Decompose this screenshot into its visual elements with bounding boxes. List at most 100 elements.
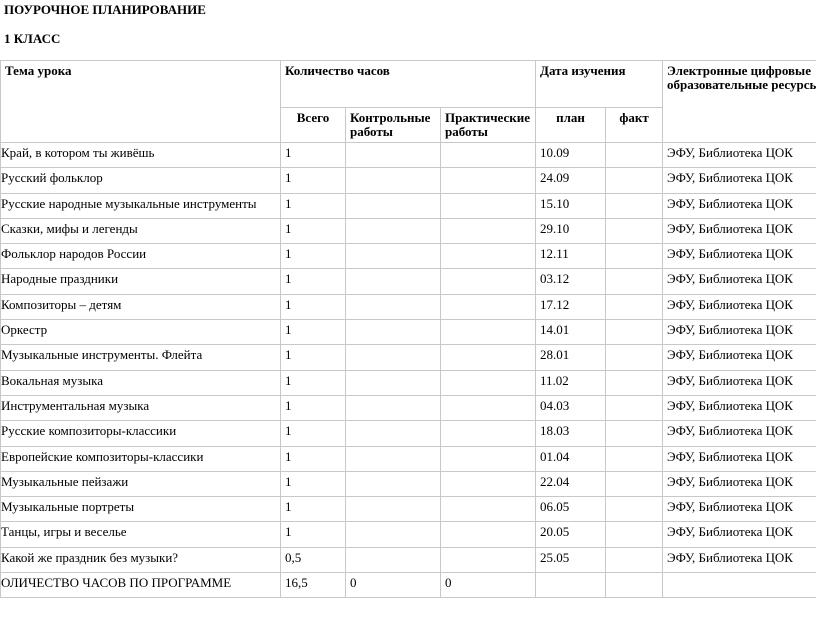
lesson-row: Русские композиторы-классики 1 18.03 ЭФУ, Б… xyxy=(0,420,816,447)
lesson-row: Народные праздники 1 03.12 ЭФУ, Библиотека … xyxy=(0,268,816,295)
cell xyxy=(345,394,441,422)
lesson-row: Фольклор народов России 1 12.11 ЭФУ, Библио… xyxy=(0,243,816,270)
cell: 29.10 xyxy=(535,217,607,245)
cell xyxy=(439,217,537,245)
cell xyxy=(439,167,537,194)
lesson-row: Музыкальные инструменты. Флейта 1 28.01 ЭФУ… xyxy=(0,344,816,371)
cell: Русский фольклор xyxy=(0,167,281,194)
cell xyxy=(439,192,537,219)
cell xyxy=(345,167,441,194)
cell: ЭФУ, Библиотека ЦОК xyxy=(662,293,816,321)
cell: 1 xyxy=(280,394,346,422)
lesson-row: Край, в котором ты живёшь 1 10.09 ЭФУ, Библ… xyxy=(0,141,816,169)
cell xyxy=(439,344,537,371)
cell xyxy=(345,369,441,396)
cell: 1 xyxy=(280,470,346,498)
cell: Композиторы – детям xyxy=(0,293,281,321)
cell xyxy=(345,496,441,523)
lesson-row: Музыкальные портреты 1 06.05 ЭФУ, Библиотек… xyxy=(0,496,816,523)
cell xyxy=(345,217,441,245)
cell xyxy=(439,319,537,346)
cell: 17.12 xyxy=(535,293,607,321)
cell: 15.10 xyxy=(535,192,607,219)
cell: 1 xyxy=(280,293,346,321)
cell: 1 xyxy=(280,445,346,472)
cell: 24.09 xyxy=(535,167,607,194)
cell: 14.01 xyxy=(535,319,607,346)
cell: ЭФУ, Библиотека ЦОК xyxy=(662,167,816,194)
cell: Край, в котором ты живёшь xyxy=(0,141,281,169)
cell xyxy=(605,521,664,548)
cell xyxy=(439,496,537,523)
lesson-row: Танцы, игры и веселье 1 20.05 ЭФУ, Библиоте… xyxy=(0,521,816,548)
header-cell: Контрольные работы xyxy=(345,107,441,143)
header-cell: факт xyxy=(605,107,664,143)
cell xyxy=(605,369,664,396)
cell: ЭФУ, Библиотека ЦОК xyxy=(662,445,816,472)
cell: 22.04 xyxy=(535,470,607,498)
cell: Европейские композиторы-классики xyxy=(0,445,281,472)
cell: Фольклор народов России xyxy=(0,243,281,270)
header-cell: Практические работы xyxy=(439,107,537,143)
cell: Музыкальные пейзажи xyxy=(0,470,281,498)
cell: Оркестр xyxy=(0,319,281,346)
cell: 03.12 xyxy=(535,268,607,295)
cell: ЭФУ, Библиотека ЦОК xyxy=(662,192,816,219)
cell: 28.01 xyxy=(535,344,607,371)
cell: 20.05 xyxy=(535,521,607,548)
cell xyxy=(605,445,664,472)
cell xyxy=(345,192,441,219)
cell: ЭФУ, Библиотека ЦОК xyxy=(662,217,816,245)
cell: ОЛИЧЕСТВО ЧАСОВ ПО ПРОГРАММЕ xyxy=(0,572,281,599)
cell xyxy=(345,268,441,295)
lesson-row: Сказки, мифы и легенды 1 29.10 ЭФУ, Библиот… xyxy=(0,217,816,245)
cell: Инструментальная музыка xyxy=(0,394,281,422)
cell: 1 xyxy=(280,192,346,219)
cell xyxy=(605,344,664,371)
cell: 10.09 xyxy=(535,141,607,169)
header-row: Тема урока Количество часов Дата изучени… xyxy=(0,60,816,143)
lesson-row: Вокальная музыка 1 11.02 ЭФУ, Библиотека ЦО… xyxy=(0,369,816,396)
cell: 1 xyxy=(280,268,346,295)
header-cell: план xyxy=(535,107,607,143)
cell: Музыкальные инструменты. Флейта xyxy=(0,344,281,371)
cell xyxy=(439,546,537,574)
cell xyxy=(345,243,441,270)
cell xyxy=(605,546,664,574)
cell xyxy=(605,293,664,321)
cell: 11.02 xyxy=(535,369,607,396)
cell: 06.05 xyxy=(535,496,607,523)
cell xyxy=(605,268,664,295)
lesson-row: Музыкальные пейзажи 1 22.04 ЭФУ, Библиотека… xyxy=(0,470,816,498)
cell: 01.04 xyxy=(535,445,607,472)
header-cell: Тема урока xyxy=(0,60,281,143)
lesson-row: Европейские композиторы-классики 1 01.04 ЭФ… xyxy=(0,445,816,472)
cell: 0,5 xyxy=(280,546,346,574)
cell: 18.03 xyxy=(535,420,607,447)
cell xyxy=(605,243,664,270)
lesson-row: Композиторы – детям 1 17.12 ЭФУ, Библиотека… xyxy=(0,293,816,321)
cell xyxy=(439,470,537,498)
cell: ЭФУ, Библиотека ЦОК xyxy=(662,369,816,396)
cell: Сказки, мифы и легенды xyxy=(0,217,281,245)
cell xyxy=(605,217,664,245)
cell xyxy=(345,546,441,574)
cell: 1 xyxy=(280,141,346,169)
cell: 1 xyxy=(280,420,346,447)
cell: ЭФУ, Библиотека ЦОК xyxy=(662,496,816,523)
cell: ЭФУ, Библиотека ЦОК xyxy=(662,141,816,169)
header-cell: Всего xyxy=(280,107,346,143)
lesson-row: Русские народные музыкальные инструменты… xyxy=(0,192,816,219)
cell: Народные праздники xyxy=(0,268,281,295)
cell: ЭФУ, Библиотека ЦОК xyxy=(662,470,816,498)
cell xyxy=(439,243,537,270)
cell xyxy=(439,394,537,422)
cell xyxy=(605,470,664,498)
header-cell: Дата изучения xyxy=(535,60,664,108)
cell xyxy=(345,470,441,498)
cell xyxy=(605,192,664,219)
cell: ЭФУ, Библиотека ЦОК xyxy=(662,420,816,447)
cell: ЭФУ, Библиотека ЦОК xyxy=(662,546,816,574)
cell: Русские народные музыкальные инструменты xyxy=(0,192,281,219)
